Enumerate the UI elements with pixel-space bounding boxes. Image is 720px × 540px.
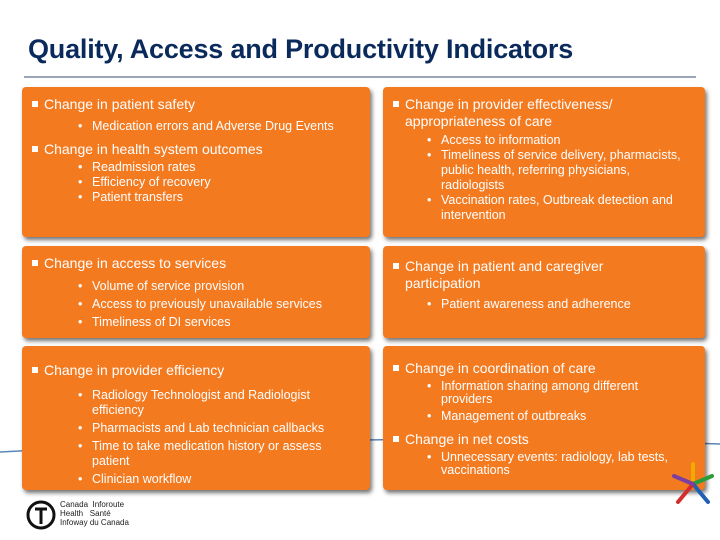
heading-provider-effectiveness: Change in provider effectiveness/appropr…	[383, 96, 705, 130]
list-item: Timeliness of DI services	[78, 313, 370, 331]
list-net-costs: Unnecessary events: radiology, lab tests…	[383, 451, 705, 477]
list-item: Timeliness of service delivery, pharmaci…	[427, 148, 686, 193]
list-coordination-care: Information sharing among different prov…	[383, 380, 705, 425]
list-access-services: Volume of service provision Access to pr…	[22, 277, 370, 331]
list-health-outcomes: Readmission rates Efficiency of recovery…	[22, 160, 370, 205]
list-patient-participation: Patient awareness and adherence	[383, 297, 705, 312]
list-provider-effectiveness: Access to information Timeliness of serv…	[383, 133, 705, 223]
list-item: Information sharing among different prov…	[427, 380, 681, 406]
card-access-services: Change in access to services Volume of s…	[22, 246, 370, 338]
title-divider	[24, 76, 696, 78]
card-provider-efficiency: Change in provider efficiency Radiology …	[22, 346, 370, 490]
card-provider-effectiveness: Change in provider effectiveness/appropr…	[383, 87, 705, 237]
list-item: Pharmacists and Lab technician callbacks	[78, 421, 370, 436]
heading-coordination-care: Change in coordination of care	[383, 360, 705, 377]
list-provider-efficiency: Radiology Technologist and Radiologist e…	[22, 388, 370, 487]
list-item: Vaccination rates, Outbreak detection an…	[427, 193, 691, 223]
star-burst-icon	[672, 462, 714, 504]
list-item: Management of outbreaks	[427, 409, 705, 424]
heading-patient-safety: Change in patient safety	[22, 96, 370, 113]
heading-net-costs: Change in net costs	[383, 431, 705, 448]
page-title: Quality, Access and Productivity Indicat…	[28, 34, 574, 64]
list-item: Access to previously unavailable service…	[78, 295, 370, 313]
list-item: Patient transfers	[78, 190, 370, 205]
card-patient-participation: Change in patient and caregiver participa…	[383, 246, 705, 338]
list-item: Time to take medication history or asses…	[78, 439, 362, 469]
card-patient-safety: Change in patient safety Medication erro…	[22, 87, 370, 237]
list-item: Volume of service provision	[78, 277, 370, 295]
list-item: Readmission rates	[78, 160, 370, 175]
list-item: Efficiency of recovery	[78, 175, 370, 190]
list-patient-safety: Medication errors and Adverse Drug Event…	[22, 119, 370, 134]
logo-text: Canada Inforoute Health Santé Infoway du…	[60, 500, 129, 527]
list-item: Access to information	[427, 133, 705, 148]
infoway-logo-icon	[26, 500, 56, 530]
list-item: Unnecessary events: radiology, lab tests…	[427, 451, 681, 477]
list-item: Radiology Technologist and Radiologist e…	[78, 388, 347, 418]
list-item: Clinician workflow	[78, 472, 370, 487]
heading-provider-efficiency: Change in provider efficiency	[22, 362, 370, 379]
card-coordination-costs: Change in coordination of care Informati…	[383, 346, 705, 490]
heading-access-services: Change in access to services	[22, 255, 370, 272]
heading-health-outcomes: Change in health system outcomes	[22, 141, 370, 158]
list-item: Patient awareness and adherence	[427, 297, 705, 312]
heading-patient-participation: Change in patient and caregiver participa…	[383, 258, 705, 292]
list-item: Medication errors and Adverse Drug Event…	[78, 119, 342, 134]
